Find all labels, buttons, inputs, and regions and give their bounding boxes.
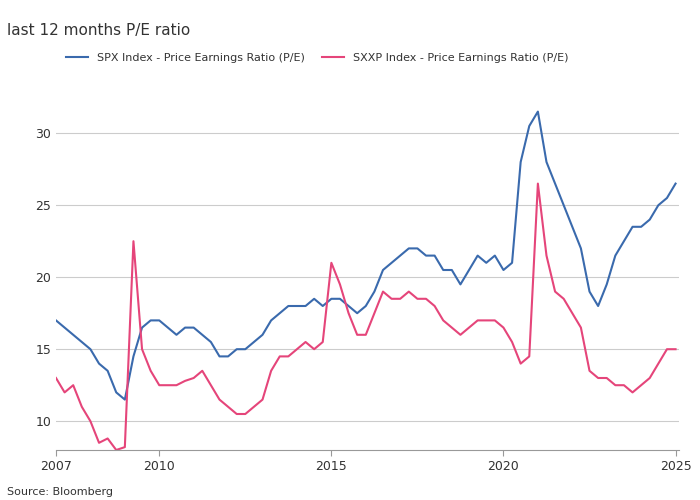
SXXP Index - Price Earnings Ratio (P/E)	[267, 368, 275, 374]
SPX Index - Price Earnings Ratio (P/E)	[603, 282, 611, 288]
Text: last 12 months P/E ratio: last 12 months P/E ratio	[7, 23, 190, 38]
SXXP Index - Price Earnings Ratio (P/E)	[585, 368, 594, 374]
SXXP Index - Price Earnings Ratio (P/E)	[198, 368, 206, 374]
Line: SXXP Index - Price Earnings Ratio (P/E): SXXP Index - Price Earnings Ratio (P/E)	[56, 184, 676, 450]
SPX Index - Price Earnings Ratio (P/E)	[120, 396, 129, 402]
SXXP Index - Price Earnings Ratio (P/E)	[370, 310, 379, 316]
SXXP Index - Price Earnings Ratio (P/E)	[112, 447, 120, 453]
SPX Index - Price Earnings Ratio (P/E)	[629, 224, 637, 230]
SXXP Index - Price Earnings Ratio (P/E)	[603, 375, 611, 381]
SPX Index - Price Earnings Ratio (P/E)	[370, 288, 379, 294]
SPX Index - Price Earnings Ratio (P/E)	[585, 288, 594, 294]
Line: SPX Index - Price Earnings Ratio (P/E): SPX Index - Price Earnings Ratio (P/E)	[56, 112, 676, 400]
SPX Index - Price Earnings Ratio (P/E)	[198, 332, 206, 338]
SPX Index - Price Earnings Ratio (P/E)	[671, 180, 680, 186]
SXXP Index - Price Earnings Ratio (P/E)	[52, 375, 60, 381]
SPX Index - Price Earnings Ratio (P/E)	[533, 108, 542, 114]
Legend: SPX Index - Price Earnings Ratio (P/E), SXXP Index - Price Earnings Ratio (P/E): SPX Index - Price Earnings Ratio (P/E), …	[62, 49, 573, 68]
Text: Source: Bloomberg: Source: Bloomberg	[7, 487, 113, 497]
SPX Index - Price Earnings Ratio (P/E)	[267, 318, 275, 324]
SXXP Index - Price Earnings Ratio (P/E)	[671, 346, 680, 352]
SXXP Index - Price Earnings Ratio (P/E)	[629, 390, 637, 396]
SXXP Index - Price Earnings Ratio (P/E)	[533, 180, 542, 186]
SPX Index - Price Earnings Ratio (P/E)	[52, 318, 60, 324]
